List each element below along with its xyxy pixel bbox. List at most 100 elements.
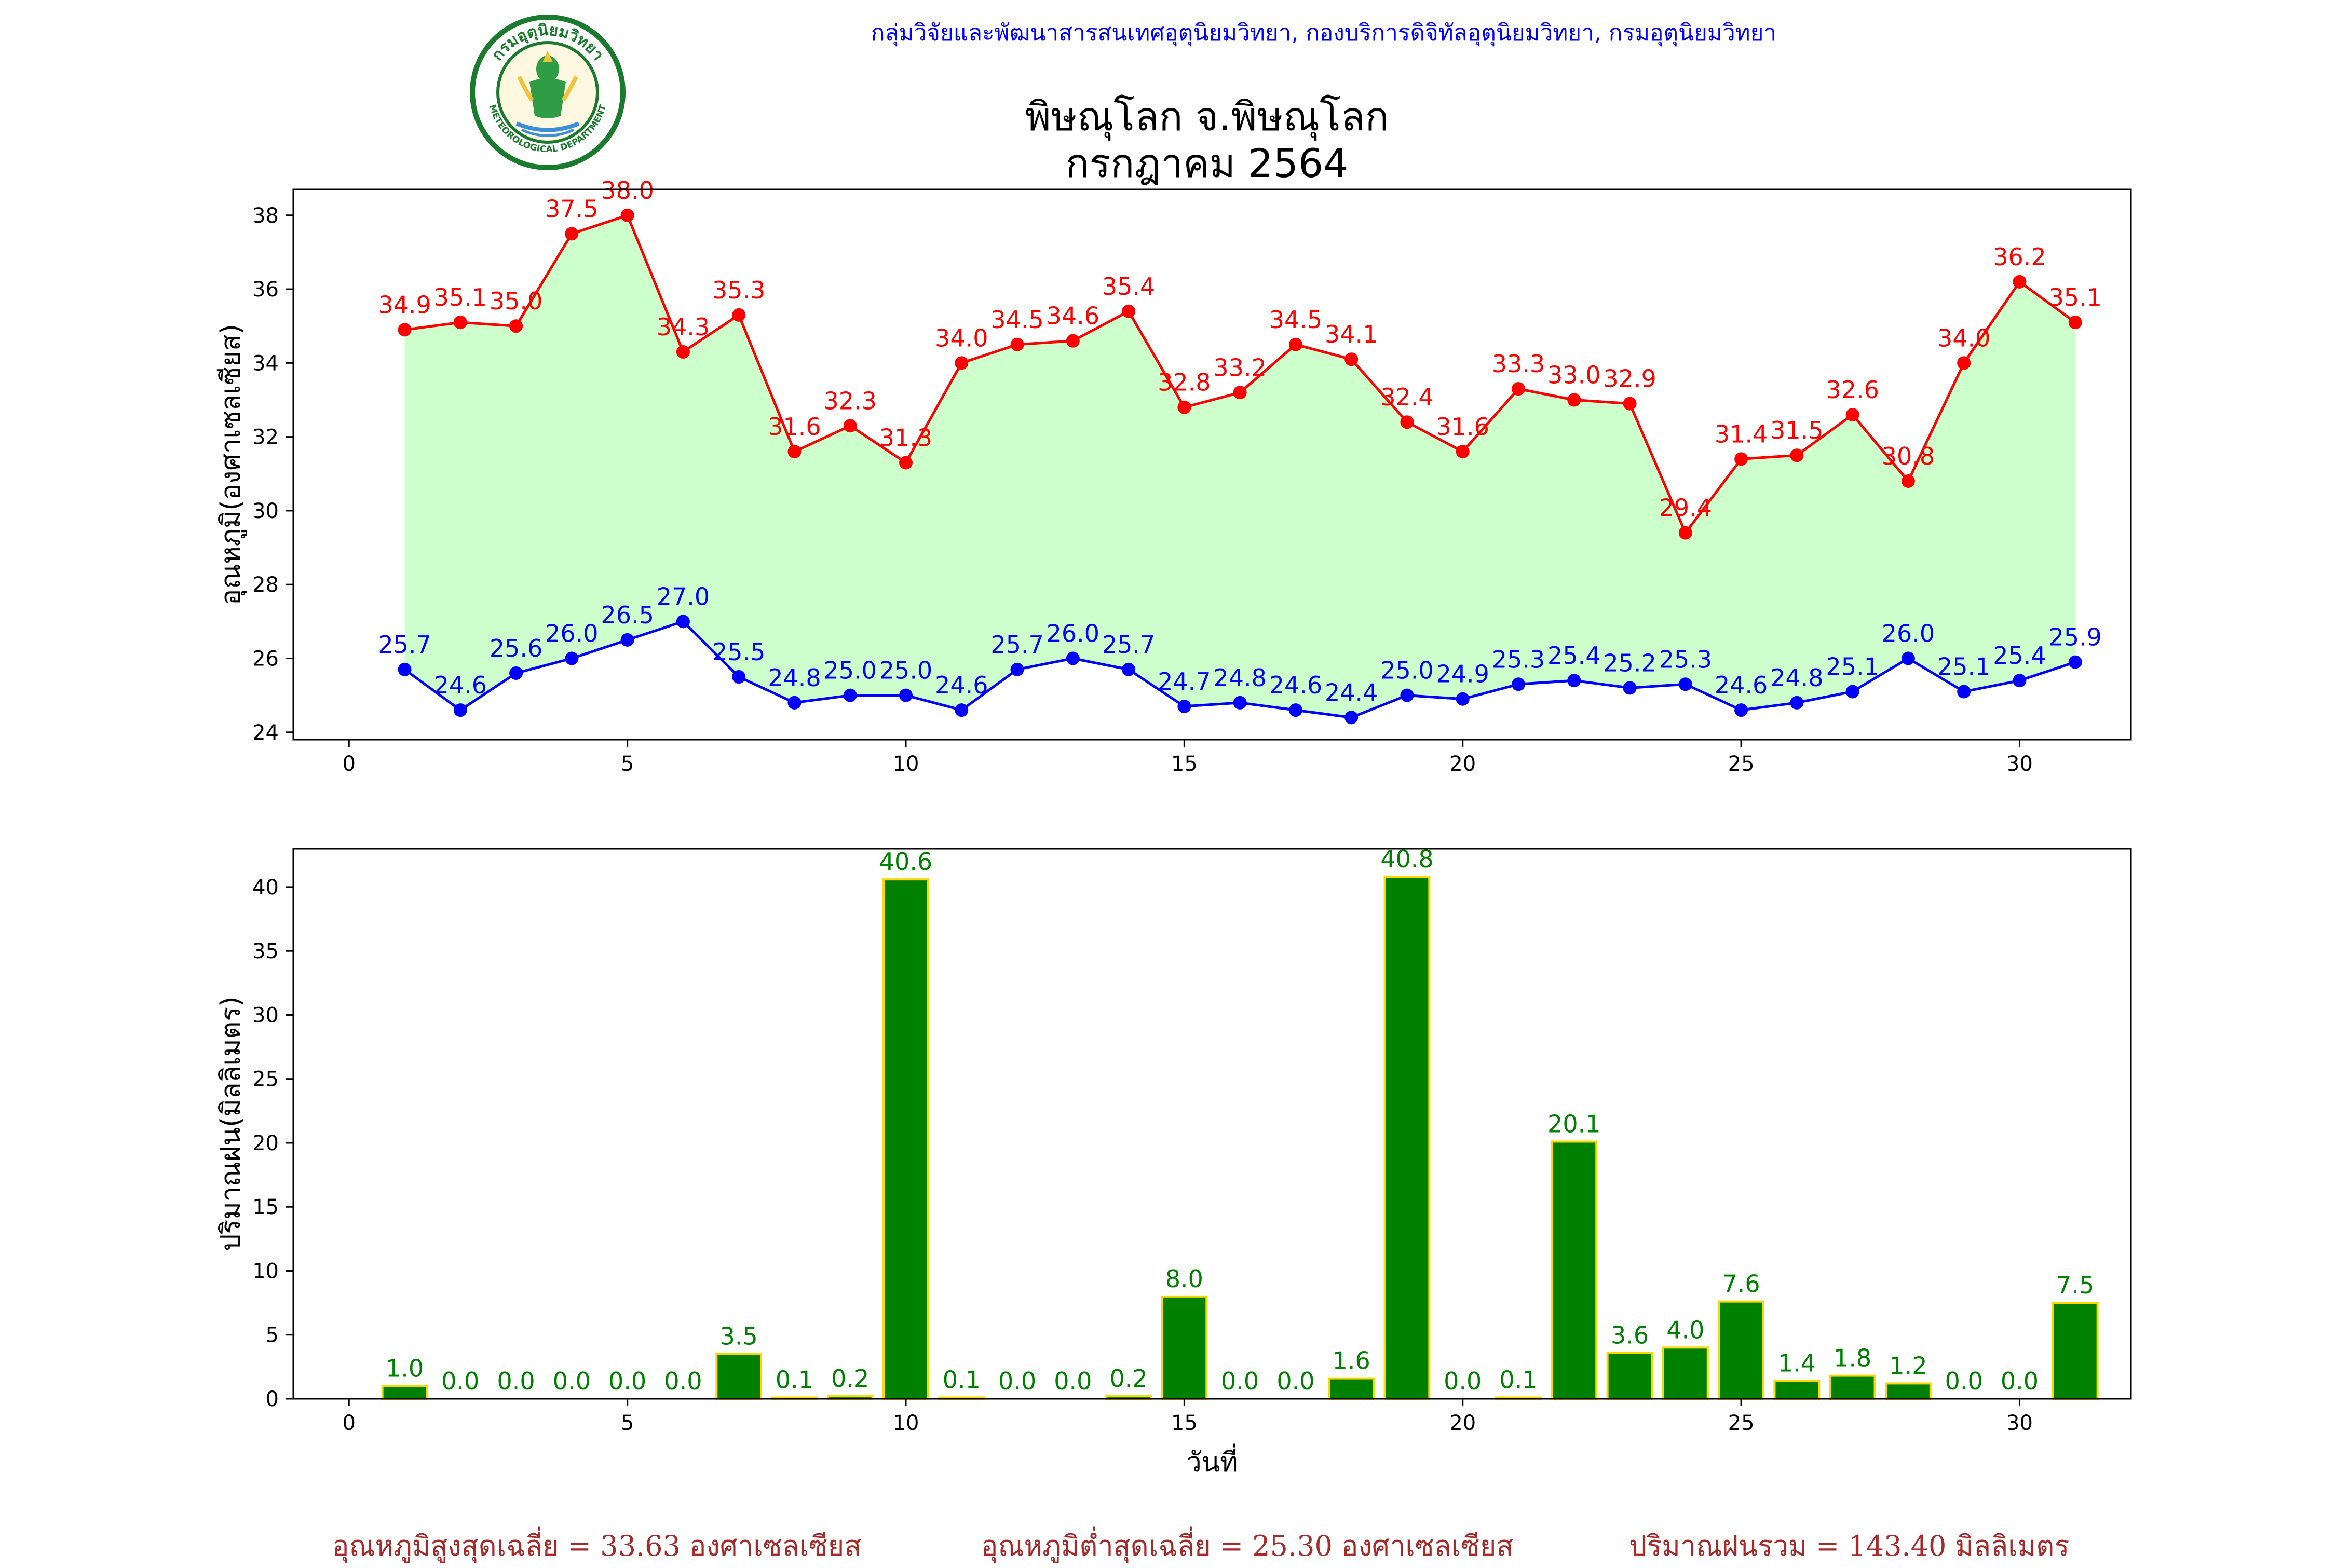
rain-x-tick-label: 25 [1728,1411,1755,1435]
rain-value-label: 0.0 [553,1367,591,1395]
temp-max-point [1901,474,1915,488]
temp-x-tick-label: 20 [1449,752,1476,776]
temp-min-label: 27.0 [657,582,710,610]
temp-min-label: 24.6 [1269,671,1322,699]
temp-max-label: 33.0 [1547,361,1600,389]
temp-min-point [453,703,467,717]
rain-value-label: 1.0 [386,1354,424,1382]
temp-y-tick-label: 28 [252,573,279,597]
temp-min-point [2013,674,2027,688]
temp-y-tick-label: 38 [252,204,279,228]
temp-max-point [899,456,913,470]
temp-max-label: 34.5 [1269,306,1322,334]
temp-max-point [787,445,802,459]
temp-max-label: 38.0 [601,176,654,204]
temp-x-tick-label: 10 [893,752,919,776]
temp-min-label: 24.8 [1770,664,1823,692]
rain-value-label: 0.1 [1499,1366,1537,1394]
chart-subtitle: กรกฎาคม 2564 [1065,140,1349,186]
temp-min-label: 26.0 [1047,619,1099,647]
temp-max-point [453,316,467,330]
rain-x-tick-label: 15 [1171,1411,1198,1435]
temp-max-point [1678,526,1692,540]
temp-min-label: 25.1 [1937,653,1990,681]
summary-avg-max: อุณหภูมิสูงสุดเฉลี่ย = 33.63 องศาเซลเซีย… [332,1530,862,1562]
temp-min-point [899,688,913,702]
temp-max-point [620,208,634,222]
temp-max-label: 31.6 [768,413,821,441]
temp-max-point [1344,352,1359,366]
temp-min-point [1957,685,1971,699]
temp-max-label: 34.0 [935,324,988,352]
temp-min-point [1567,674,1581,688]
meteorological-department-logo: กรมอุตุนิยมวิทยา METEOROLOGICAL DEPARTME… [470,15,626,170]
temp-min-point [1066,651,1080,665]
temp-min-label: 26.5 [601,601,654,629]
rain-value-label: 0.0 [1945,1367,1983,1395]
logo-deity-figure [515,51,580,137]
rain-bar [381,1385,428,1400]
temp-max-point [1400,415,1414,429]
temp-min-label: 25.7 [378,631,431,659]
temp-min-label: 24.4 [1325,678,1378,706]
temp-max-label: 34.6 [1047,302,1099,330]
temp-max-label: 32.6 [1826,376,1879,404]
temp-min-point [1901,651,1915,665]
header-credit: กลุ่มวิจัยและพัฒนาสารสนเทศอุตุนิยมวิทยา,… [871,20,1777,46]
temp-max-label: 32.4 [1380,383,1433,411]
temp-x-tick-label: 30 [2006,752,2033,776]
temp-min-point [1512,677,1525,691]
rain-value-label: 7.6 [1722,1270,1760,1298]
temp-min-label: 24.8 [768,664,821,692]
temp-max-point [1177,400,1191,414]
temp-max-label: 35.0 [490,287,542,315]
temp-max-point [1010,337,1024,351]
rain-value-label: 20.1 [1547,1110,1600,1138]
temp-max-label: 30.8 [1882,442,1935,470]
rain-value-label: 0.0 [497,1367,535,1395]
temp-min-point [1734,703,1748,717]
temp-min-point [2068,655,2082,669]
rain-value-label: 40.6 [879,848,932,876]
temp-x-tick-label: 25 [1728,752,1755,776]
temp-min-label: 25.4 [1993,642,2046,670]
rain-value-label: 4.0 [1666,1316,1704,1344]
rain-bar [1383,876,1431,1400]
temp-max-point [1957,356,1971,370]
rain-bar [1551,1140,1598,1400]
rain-bar [882,878,929,1400]
rain-value-label: 0.1 [943,1366,981,1394]
temp-max-label: 35.4 [1102,272,1155,301]
rain-value-label: 0.0 [664,1367,702,1395]
temp-y-tick-label: 32 [252,426,279,449]
rain-bar [2052,1302,2099,1400]
temp-min-point [1400,688,1414,702]
rain-value-label: 3.6 [1611,1321,1649,1349]
temp-max-label: 31.5 [1770,416,1823,444]
rain-value-label: 0.0 [1276,1367,1314,1395]
temp-min-point [787,696,802,710]
rain-bar [1606,1352,1653,1400]
temp-max-point [1567,393,1581,407]
temp-max-label: 31.4 [1715,420,1768,448]
temp-min-label: 25.7 [1102,631,1155,659]
temp-max-point [1122,304,1136,318]
temp-min-point [1010,662,1024,676]
rain-value-label: 7.5 [2056,1271,2094,1299]
rain-value-label: 1.8 [1834,1344,1871,1372]
temp-max-label: 34.3 [657,313,710,341]
temp-x-tick-label: 15 [1171,752,1198,776]
temp-min-label: 25.9 [2049,623,2102,651]
temp-y-tick-label: 24 [252,721,279,745]
rain-bar [1328,1377,1375,1400]
rain-bar [1885,1382,1932,1400]
temp-max-label: 35.1 [434,283,487,311]
rain-y-tick-label: 5 [266,1324,279,1347]
temp-min-label: 24.7 [1158,667,1211,696]
temp-x-tick-label: 0 [343,752,356,776]
temp-max-point [2068,316,2082,330]
temp-max-label: 29.4 [1659,494,1712,522]
temp-max-point [676,345,690,359]
temp-min-label: 25.5 [712,638,765,666]
rainfall-plot-frame [292,848,2132,1400]
